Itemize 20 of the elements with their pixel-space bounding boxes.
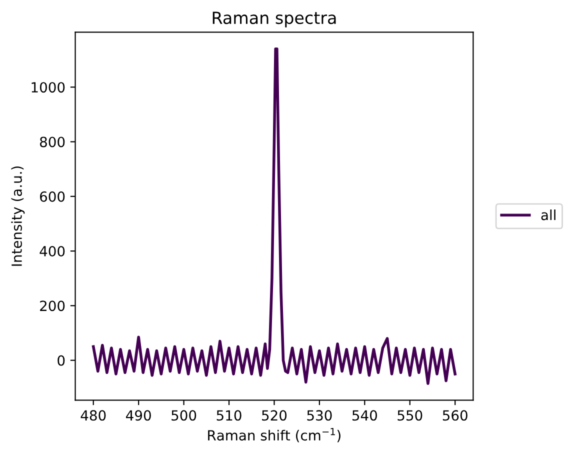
x-tick-label: 500 xyxy=(172,410,196,421)
x-axis-title: Raman shift (cm$^{−1}$) xyxy=(208,428,340,442)
x-tick-label: 520 xyxy=(262,410,287,421)
chart-title: Raman spectra xyxy=(212,12,336,28)
line-series xyxy=(92,47,456,385)
x-tick-label: 490 xyxy=(126,410,151,421)
x-tick-label: 480 xyxy=(80,410,106,421)
y-tick-label: 1000 xyxy=(32,82,65,93)
y-tick-label: 800 xyxy=(40,136,65,148)
y-axis-title: Intensity (a.u.) xyxy=(11,166,25,266)
x-tick-label: 540 xyxy=(352,410,377,421)
x-tick-label: 510 xyxy=(216,410,242,421)
x-tick-label: 530 xyxy=(307,410,332,421)
y-tick-label: 400 xyxy=(40,246,65,257)
y-tick-label: 600 xyxy=(40,191,65,202)
x-tick-label: 550 xyxy=(398,410,422,421)
y-tick-label: 0 xyxy=(58,355,65,366)
legend-label: all xyxy=(541,209,556,220)
y-tick-label: 200 xyxy=(40,300,65,312)
x-tick-label: 560 xyxy=(442,410,468,421)
